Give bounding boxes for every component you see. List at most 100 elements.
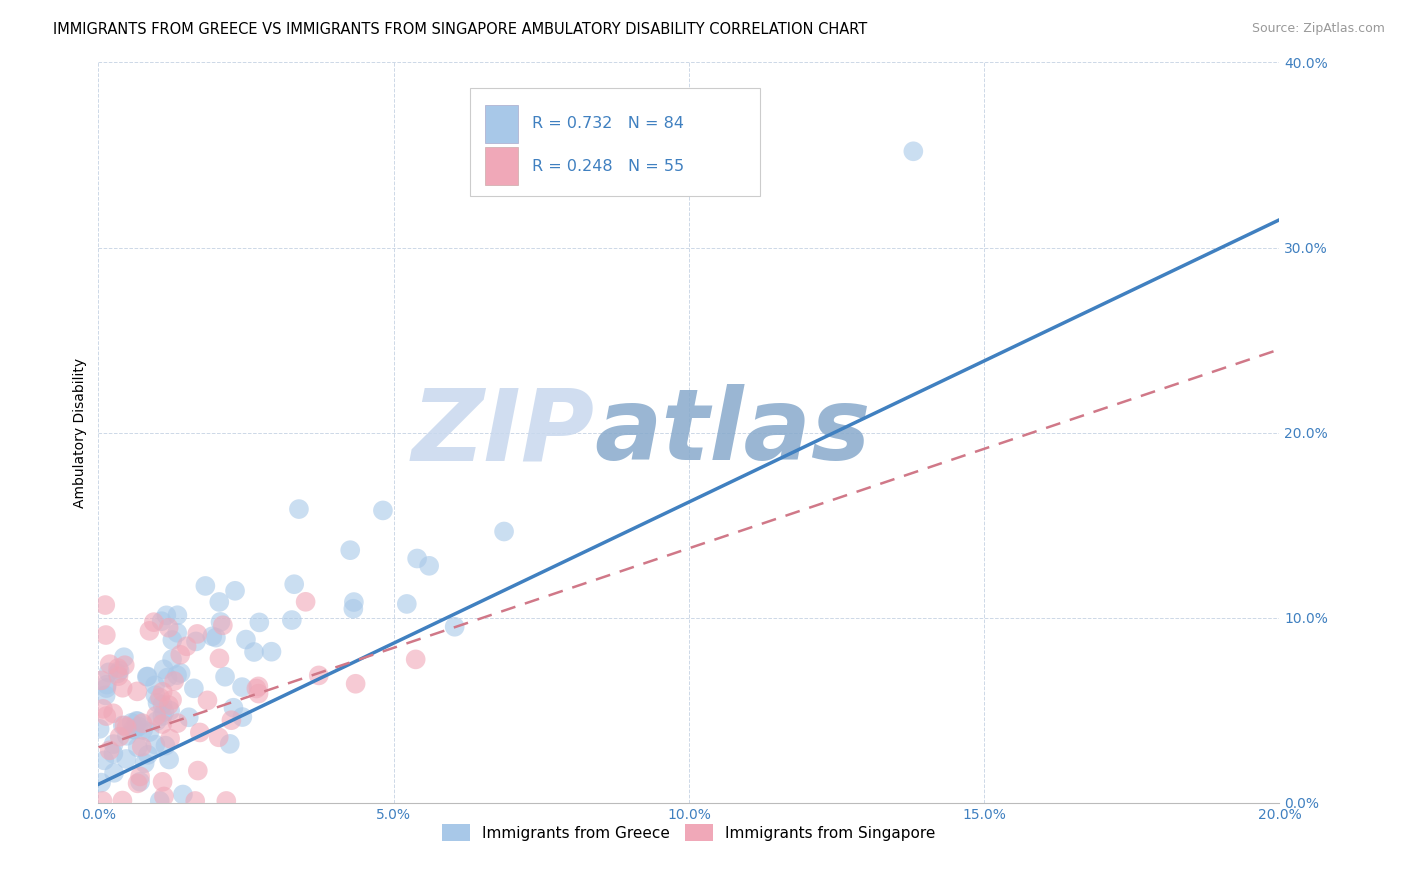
- Point: [186, 627, 208, 641]
- Point: [260, 645, 283, 659]
- Point: [124, 723, 146, 737]
- Point: [136, 747, 159, 762]
- Text: R = 0.732   N = 84: R = 0.732 N = 84: [531, 116, 683, 131]
- Point: [114, 718, 136, 732]
- Point: [152, 662, 174, 676]
- Point: [288, 502, 311, 516]
- Y-axis label: Ambulatory Disability: Ambulatory Disability: [73, 358, 87, 508]
- Point: [208, 731, 231, 745]
- Point: [111, 718, 134, 732]
- Point: [153, 789, 176, 804]
- Point: [418, 558, 440, 573]
- Text: R = 0.248   N = 55: R = 0.248 N = 55: [531, 159, 683, 174]
- Point: [103, 747, 125, 761]
- Point: [208, 651, 231, 665]
- Point: [245, 681, 267, 696]
- Point: [188, 725, 211, 739]
- Legend: Immigrants from Greece, Immigrants from Singapore: Immigrants from Greece, Immigrants from …: [436, 818, 942, 847]
- Point: [157, 698, 180, 712]
- Point: [152, 685, 174, 699]
- Point: [152, 774, 174, 789]
- Point: [194, 579, 217, 593]
- Point: [115, 729, 138, 743]
- Point: [127, 719, 149, 733]
- Point: [90, 673, 112, 688]
- Point: [160, 652, 183, 666]
- Point: [150, 709, 173, 723]
- Point: [344, 677, 367, 691]
- Point: [107, 669, 129, 683]
- Point: [89, 722, 111, 736]
- Point: [222, 700, 245, 714]
- Point: [339, 543, 361, 558]
- Point: [90, 775, 112, 789]
- Point: [187, 764, 209, 778]
- Point: [169, 648, 191, 662]
- Point: [177, 710, 200, 724]
- Text: atlas: atlas: [595, 384, 870, 481]
- Point: [221, 713, 243, 727]
- Point: [121, 715, 143, 730]
- Point: [156, 671, 179, 685]
- Point: [103, 737, 125, 751]
- Point: [96, 681, 118, 695]
- Point: [150, 717, 173, 731]
- Point: [150, 614, 173, 628]
- Point: [132, 723, 155, 737]
- Point: [134, 756, 156, 771]
- Point: [231, 710, 253, 724]
- Point: [157, 621, 180, 635]
- Point: [108, 664, 131, 678]
- Point: [108, 730, 131, 744]
- Point: [98, 657, 121, 672]
- Point: [149, 794, 172, 808]
- Point: [136, 669, 159, 683]
- Point: [159, 704, 181, 718]
- Point: [406, 551, 429, 566]
- Point: [93, 753, 115, 767]
- Point: [96, 709, 118, 723]
- Point: [159, 731, 181, 746]
- Point: [127, 714, 149, 729]
- Point: [97, 665, 120, 680]
- Point: [184, 794, 207, 808]
- Text: Source: ZipAtlas.com: Source: ZipAtlas.com: [1251, 22, 1385, 36]
- Point: [183, 681, 205, 696]
- Point: [101, 706, 124, 721]
- FancyBboxPatch shape: [471, 88, 759, 195]
- Point: [94, 628, 117, 642]
- Point: [125, 714, 148, 728]
- Point: [127, 684, 149, 698]
- Point: [903, 145, 925, 159]
- Point: [247, 687, 270, 701]
- Point: [143, 678, 166, 692]
- Point: [107, 661, 129, 675]
- FancyBboxPatch shape: [485, 104, 517, 143]
- Point: [218, 737, 240, 751]
- Point: [98, 743, 121, 757]
- Point: [94, 598, 117, 612]
- Point: [127, 740, 149, 755]
- Point: [149, 690, 172, 705]
- Point: [129, 774, 152, 789]
- Point: [176, 640, 198, 654]
- Point: [157, 752, 180, 766]
- Point: [91, 702, 114, 716]
- Point: [142, 615, 165, 629]
- Point: [145, 688, 167, 702]
- Point: [127, 776, 149, 790]
- Text: ZIP: ZIP: [412, 384, 595, 481]
- Point: [294, 595, 316, 609]
- Point: [343, 595, 366, 609]
- Point: [281, 613, 304, 627]
- Point: [371, 503, 394, 517]
- Point: [215, 794, 238, 808]
- Point: [138, 725, 160, 739]
- Text: IMMIGRANTS FROM GREECE VS IMMIGRANTS FROM SINGAPORE AMBULATORY DISABILITY CORREL: IMMIGRANTS FROM GREECE VS IMMIGRANTS FRO…: [53, 22, 868, 37]
- Point: [247, 615, 270, 630]
- Point: [160, 693, 183, 707]
- Point: [111, 681, 134, 695]
- Point: [114, 658, 136, 673]
- Point: [146, 696, 169, 710]
- Point: [169, 665, 191, 680]
